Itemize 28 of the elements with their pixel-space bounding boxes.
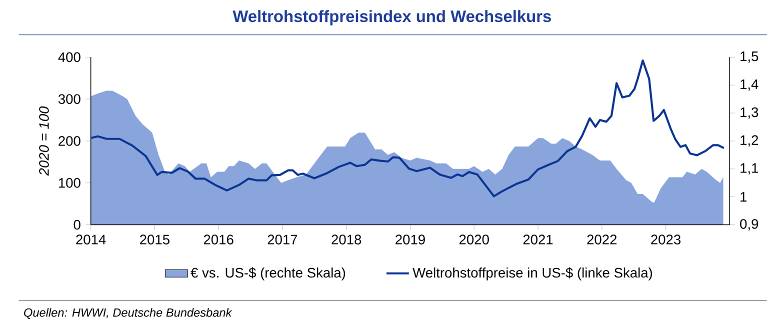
x-tick-label: 2018 <box>332 234 362 244</box>
y-tick-label: 100 <box>58 178 80 188</box>
y2-tick-label: 1,2 <box>740 135 758 147</box>
chart-title: Weltrohstoffpreisindex und Wechselkurs <box>232 10 551 26</box>
x-tick-label: 2023 <box>651 234 681 244</box>
y2-tick-label: 1 <box>740 192 747 202</box>
y2-tick-label: 0,9 <box>740 218 758 230</box>
x-tick-label: 2019 <box>396 234 425 244</box>
y-tick-label: 200 <box>58 136 80 146</box>
y-axis-title: 2020 = 100 <box>39 106 49 176</box>
legend-label: € vs. US-$ (rechte Skala) <box>190 267 346 280</box>
x-tick-label: 2016 <box>204 234 234 244</box>
legend-label: Weltrohstoffpreise in US-$ (linke Skala) <box>412 267 652 280</box>
y2-tick-label: 1,5 <box>740 51 758 63</box>
y-tick-label: 0 <box>74 220 80 230</box>
y2-tick-label: 1,1 <box>740 163 758 174</box>
source-note: Quellen: HWWI, Deutsche Bundesbank <box>24 308 232 319</box>
x-tick-label: 2017 <box>268 234 298 244</box>
y2-tick-label: 1,4 <box>740 79 758 91</box>
line-series <box>90 59 725 198</box>
x-tick-label: 2021 <box>523 234 553 244</box>
y-tick-label: 400 <box>58 52 80 62</box>
x-tick-label: 2022 <box>587 234 617 244</box>
y2-tick-label: 1,3 <box>740 107 758 119</box>
x-tick-label: 2014 <box>76 234 106 244</box>
x-tick-label: 2015 <box>140 234 170 244</box>
y-tick-label: 300 <box>58 94 80 104</box>
x-tick-label: 2020 <box>459 234 489 244</box>
